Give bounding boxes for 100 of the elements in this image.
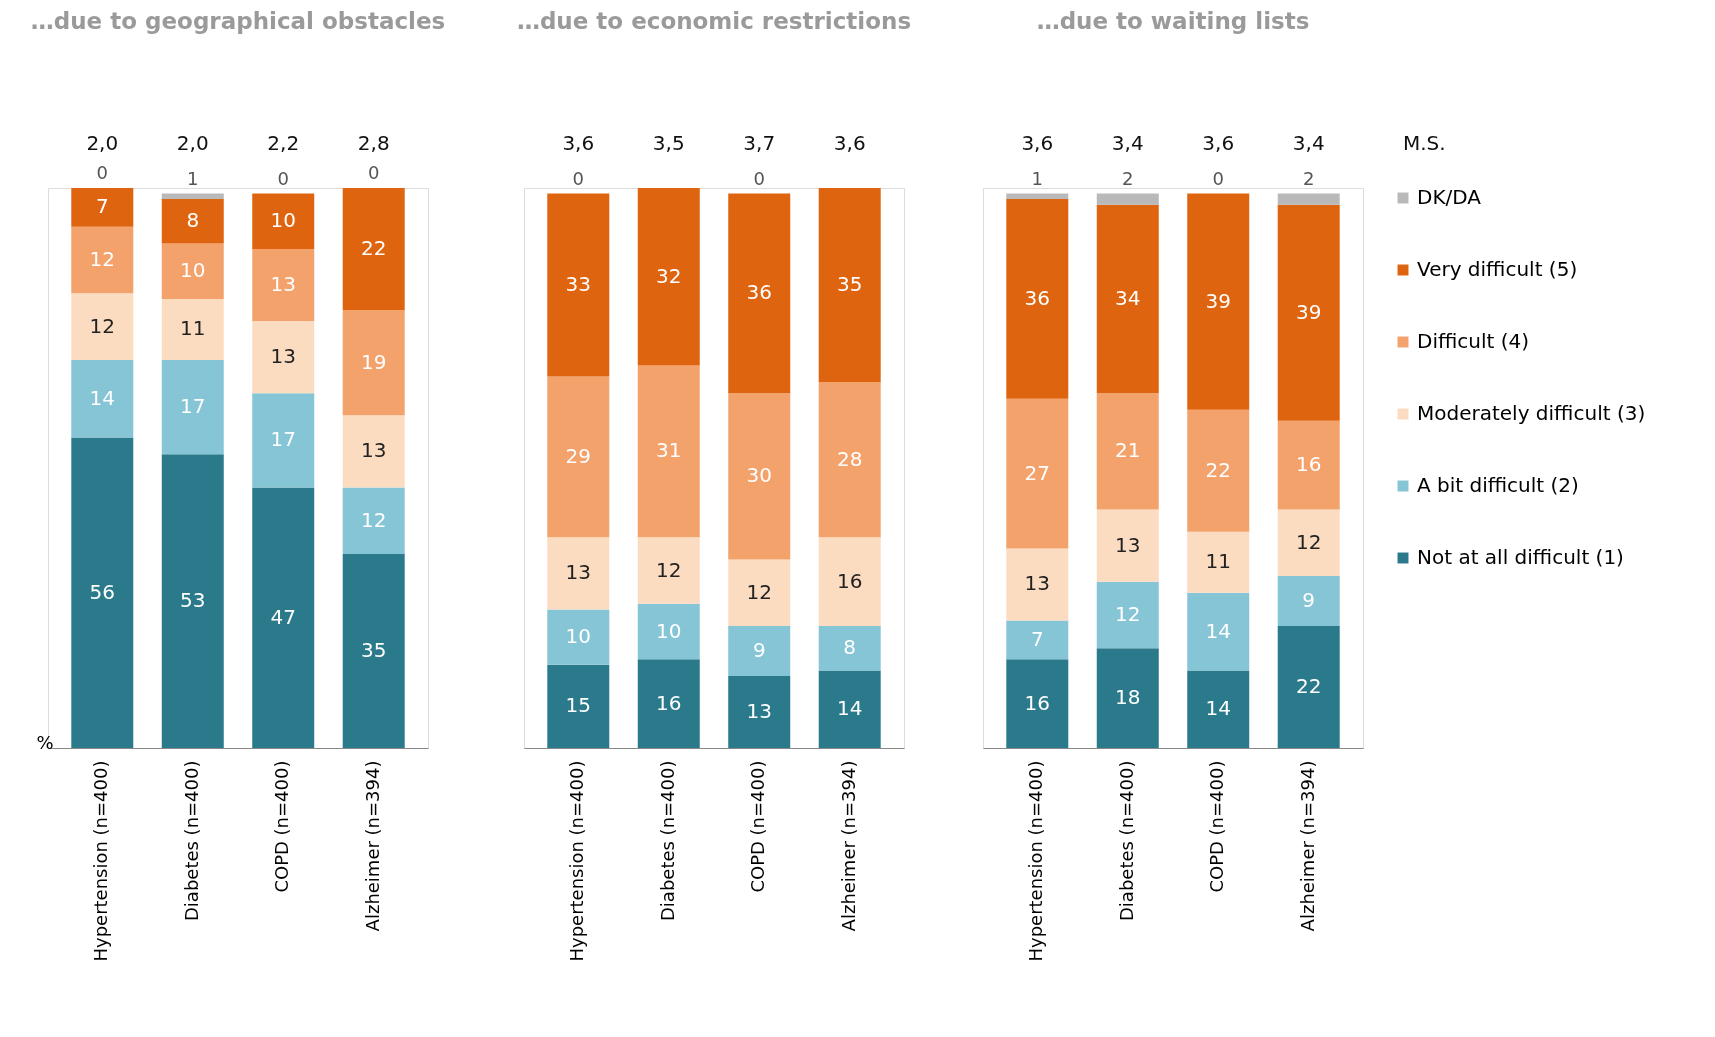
data-label: 9 bbox=[1302, 588, 1316, 613]
data-label: 7 bbox=[95, 194, 109, 219]
data-label: 11 bbox=[180, 316, 206, 341]
text: 3,5 bbox=[652, 131, 685, 155]
bar bbox=[1006, 548, 1069, 621]
data-label: 0 bbox=[367, 162, 380, 183]
data-label: 12 bbox=[656, 557, 682, 582]
bar bbox=[1096, 581, 1159, 649]
bar bbox=[161, 193, 224, 200]
legend-label: Moderately difficult (3) bbox=[1417, 401, 1646, 425]
bar bbox=[1277, 420, 1340, 510]
bar bbox=[1006, 620, 1069, 660]
text: 3,4 bbox=[1292, 131, 1325, 155]
x-tick-label: Alzheimer (n=394) bbox=[1296, 760, 1318, 932]
data-label: 16 bbox=[656, 690, 682, 715]
bar bbox=[71, 359, 134, 438]
bar bbox=[161, 298, 224, 360]
data-label: 10 bbox=[565, 624, 592, 649]
bar bbox=[342, 553, 405, 748]
data-label: 14 bbox=[1205, 618, 1231, 643]
data-label: 18 bbox=[1115, 685, 1141, 710]
bar bbox=[71, 226, 134, 294]
data-label: 14 bbox=[89, 385, 116, 410]
data-label: 8 bbox=[186, 208, 200, 233]
bar bbox=[637, 659, 700, 748]
data-label: 19 bbox=[360, 349, 387, 374]
bar bbox=[71, 188, 134, 227]
data-label: 10 bbox=[656, 618, 682, 643]
text: 3,6 bbox=[1202, 131, 1235, 155]
x-tick-label: Diabetes (n=400) bbox=[656, 760, 678, 922]
x-tick-label: Hypertension (n=400) bbox=[1025, 760, 1047, 962]
data-label: 9 bbox=[752, 637, 766, 662]
data-label: 0 bbox=[96, 162, 109, 183]
bar bbox=[818, 537, 881, 627]
data-label: 0 bbox=[572, 167, 585, 189]
text: 3,6 bbox=[833, 131, 866, 155]
bar bbox=[818, 382, 881, 538]
data-label: 53 bbox=[180, 588, 206, 613]
x-tick-label: Hypertension (n=400) bbox=[90, 760, 112, 962]
text: M.S. bbox=[1403, 131, 1446, 155]
bar bbox=[252, 393, 315, 488]
x-tick-label: COPD (n=400) bbox=[1206, 760, 1228, 893]
data-label: 30 bbox=[746, 463, 772, 488]
data-label: 0 bbox=[753, 167, 765, 189]
data-label: 0 bbox=[277, 167, 289, 189]
chart-title: …due to economic restrictions bbox=[516, 8, 912, 34]
data-label: 39 bbox=[1295, 299, 1322, 324]
bar bbox=[1187, 193, 1250, 410]
data-label: 29 bbox=[565, 443, 592, 468]
bar bbox=[1096, 648, 1159, 748]
bar bbox=[1096, 509, 1159, 582]
legend-label: Very difficult (5) bbox=[1417, 257, 1578, 281]
bar bbox=[728, 559, 791, 627]
data-label: 13 bbox=[270, 272, 296, 297]
bar bbox=[637, 188, 700, 366]
data-label: 27 bbox=[1024, 460, 1051, 485]
data-label: 56 bbox=[89, 579, 116, 604]
bar bbox=[1277, 509, 1340, 577]
text: 2,8 bbox=[357, 131, 390, 155]
bar bbox=[818, 188, 881, 383]
data-label: 13 bbox=[1115, 532, 1141, 557]
chart-title: …due to geographical obstacles bbox=[30, 8, 446, 34]
data-label: 15 bbox=[565, 693, 592, 718]
bar bbox=[728, 393, 791, 560]
bar bbox=[728, 675, 791, 748]
data-label: 31 bbox=[656, 438, 682, 463]
x-tick-label: Alzheimer (n=394) bbox=[361, 760, 383, 932]
data-label: 47 bbox=[270, 604, 296, 629]
bar bbox=[252, 487, 315, 748]
bar bbox=[547, 664, 610, 748]
data-label: 28 bbox=[836, 446, 863, 471]
data-label: 35 bbox=[360, 637, 387, 662]
data-label: 12 bbox=[746, 579, 772, 604]
bar bbox=[547, 609, 610, 665]
data-label: 12 bbox=[1115, 601, 1141, 626]
data-label: 13 bbox=[565, 560, 592, 585]
data-label: 16 bbox=[1295, 452, 1322, 477]
data-label: 22 bbox=[1205, 457, 1231, 482]
bar bbox=[71, 293, 134, 360]
legend-label: A bit difficult (2) bbox=[1417, 473, 1579, 497]
data-label: 13 bbox=[1024, 571, 1051, 596]
bar bbox=[252, 193, 315, 249]
data-label: 12 bbox=[89, 313, 116, 338]
text: 2,0 bbox=[86, 131, 119, 155]
bar bbox=[728, 626, 791, 676]
x-tick-label: COPD (n=400) bbox=[271, 760, 293, 893]
text: 3,7 bbox=[743, 131, 776, 155]
data-label: 2 bbox=[1122, 167, 1134, 189]
bar bbox=[342, 188, 405, 310]
data-label: 33 bbox=[565, 272, 592, 297]
data-label: 12 bbox=[1295, 529, 1322, 554]
x-tick-label: Diabetes (n=400) bbox=[1115, 760, 1137, 922]
data-label: 13 bbox=[746, 698, 772, 723]
data-label: 32 bbox=[656, 263, 682, 288]
data-label: 8 bbox=[843, 635, 857, 660]
data-label: 22 bbox=[360, 235, 387, 260]
data-label: 13 bbox=[360, 438, 387, 463]
bar bbox=[1187, 409, 1250, 532]
data-label: 7 bbox=[1030, 626, 1044, 651]
bar bbox=[637, 603, 700, 660]
